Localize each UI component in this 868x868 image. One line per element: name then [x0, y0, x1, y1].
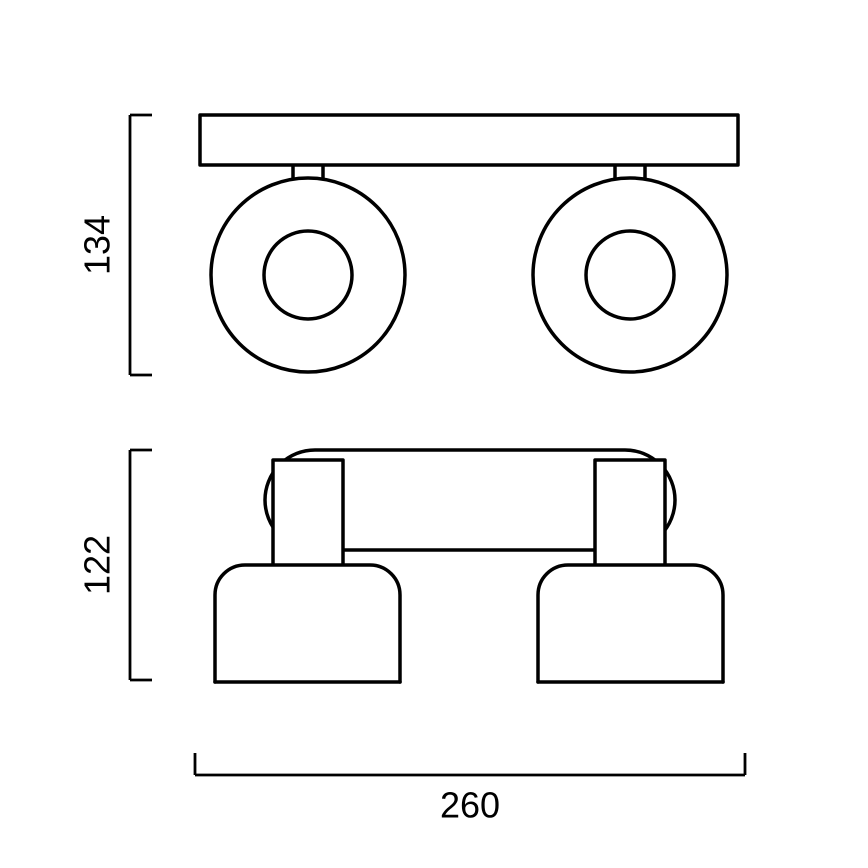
dimension-height-bottom: 122: [77, 535, 118, 595]
dimension-height-top: 134: [77, 215, 118, 275]
technical-drawing: 134 122 260: [0, 0, 868, 868]
dimension-width: 260: [440, 785, 500, 826]
